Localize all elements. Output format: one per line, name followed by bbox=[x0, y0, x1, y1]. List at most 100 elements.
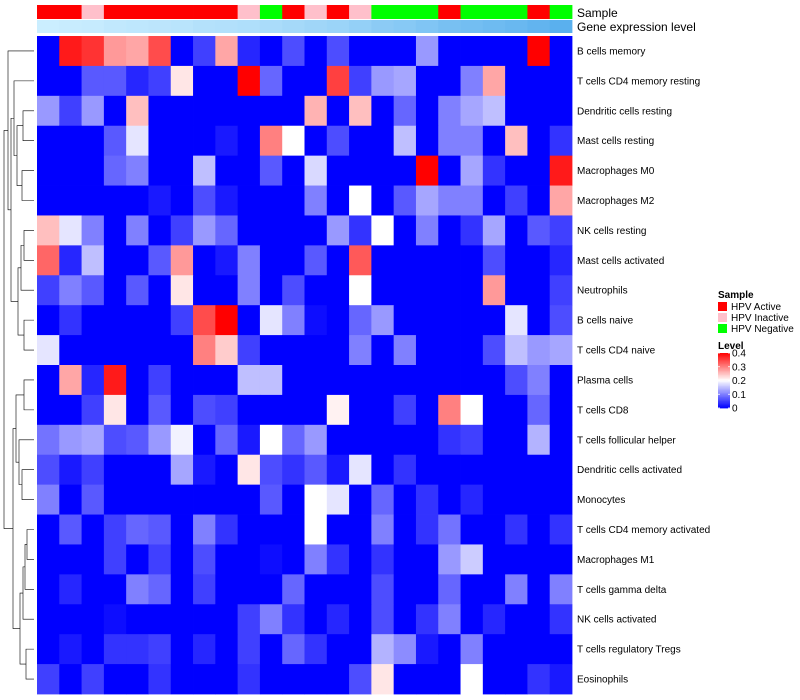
dendrogram-branch bbox=[22, 566, 34, 620]
row-label: Mast cells resting bbox=[577, 136, 654, 147]
heatmap-cell bbox=[438, 664, 461, 695]
heatmap-cell bbox=[215, 125, 239, 157]
heatmap-cell bbox=[326, 95, 350, 127]
heatmap-cell bbox=[393, 604, 417, 635]
heatmap-cell bbox=[282, 484, 305, 515]
row-label: Monocytes bbox=[577, 495, 625, 506]
heatmap-cell bbox=[415, 275, 439, 306]
heatmap-cell bbox=[148, 245, 172, 276]
heatmap-cell bbox=[460, 514, 484, 545]
heatmap-cell bbox=[482, 185, 506, 216]
heatmap-cell bbox=[527, 424, 551, 456]
heatmap-cell bbox=[59, 365, 82, 396]
heatmap-cell bbox=[349, 65, 372, 97]
heatmap-cell bbox=[170, 514, 194, 545]
heatmap-cell bbox=[393, 155, 417, 186]
heatmap-cell bbox=[415, 365, 439, 396]
heatmap-cell bbox=[438, 215, 461, 246]
heatmap-cell bbox=[259, 125, 283, 157]
heatmap-cell bbox=[505, 125, 528, 157]
sample-annotation-cell bbox=[415, 5, 439, 19]
sample-annotation-cell bbox=[527, 5, 551, 19]
heatmap-cell bbox=[81, 514, 105, 545]
heatmap-cell bbox=[326, 604, 350, 635]
sample-annotation-cell bbox=[393, 5, 417, 19]
heatmap-cell bbox=[349, 215, 372, 246]
heatmap-cell bbox=[59, 36, 82, 67]
heatmap-cell bbox=[527, 664, 551, 695]
heatmap-cell bbox=[393, 394, 417, 426]
heatmap-cell bbox=[304, 65, 328, 97]
heatmap-cell bbox=[304, 36, 328, 67]
row-label: T cells follicular helper bbox=[577, 435, 676, 446]
heatmap-cell bbox=[215, 335, 239, 366]
heatmap-cell bbox=[349, 365, 372, 396]
heatmap-cell bbox=[215, 484, 239, 515]
heatmap-cell bbox=[326, 125, 350, 157]
heatmap-cell bbox=[415, 574, 439, 605]
level-gradient-step bbox=[718, 406, 730, 409]
heatmap-cell bbox=[349, 574, 372, 605]
heatmap-cell bbox=[438, 514, 461, 545]
heatmap-cell bbox=[237, 155, 261, 186]
sample-annotation-cell bbox=[37, 5, 60, 19]
annotation-labels: Sample Gene expression level bbox=[577, 6, 696, 34]
heatmap-cell bbox=[304, 664, 328, 695]
expression-level-cell bbox=[170, 20, 194, 33]
sample-annotation-cell bbox=[460, 5, 484, 19]
heatmap-cell bbox=[326, 514, 350, 545]
heatmap-cell bbox=[282, 155, 305, 186]
heatmap-cell bbox=[215, 36, 239, 67]
heatmap-cell bbox=[148, 155, 172, 186]
expression-level-cell bbox=[103, 20, 127, 33]
heatmap-cell bbox=[103, 155, 127, 186]
heatmap-cell bbox=[460, 394, 484, 426]
sample-annotation-cell bbox=[193, 5, 216, 19]
legend-swatch bbox=[718, 313, 727, 322]
heatmap-cell bbox=[371, 245, 395, 276]
dendrogram-branch bbox=[24, 544, 34, 590]
heatmap-cell bbox=[259, 185, 283, 216]
heatmap-cell bbox=[527, 36, 551, 67]
heatmap-cell bbox=[371, 454, 395, 486]
heatmap-cell bbox=[549, 664, 573, 695]
heatmap-cell bbox=[215, 95, 239, 127]
heatmap-cell bbox=[193, 365, 216, 396]
heatmap-cell bbox=[460, 634, 484, 665]
heatmap-cell bbox=[505, 275, 528, 306]
heatmap-cell bbox=[349, 155, 372, 186]
sample-annotation-cell bbox=[438, 5, 461, 19]
heatmap-cell bbox=[393, 275, 417, 306]
heatmap-cell bbox=[37, 604, 60, 635]
level-tick-label: 0.4 bbox=[732, 349, 746, 360]
heatmap-cell bbox=[415, 36, 439, 67]
heatmap-cell bbox=[237, 185, 261, 216]
heatmap-cell bbox=[237, 305, 261, 336]
heatmap-cell bbox=[415, 514, 439, 545]
heatmap-cell bbox=[37, 36, 60, 67]
heatmap-cell bbox=[371, 394, 395, 426]
heatmap-cell bbox=[527, 514, 551, 545]
heatmap-cell bbox=[460, 245, 484, 276]
expression-level-cell bbox=[193, 20, 216, 33]
level-gradient-step bbox=[718, 364, 730, 366]
heatmap-cell bbox=[237, 544, 261, 575]
heatmap-cell bbox=[482, 394, 506, 426]
heatmap-cell bbox=[282, 95, 305, 127]
level-gradient-step bbox=[718, 405, 730, 408]
heatmap-cell bbox=[103, 335, 127, 366]
heatmap-cell bbox=[304, 275, 328, 306]
heatmap-cell bbox=[193, 215, 216, 246]
heatmap-cell bbox=[259, 65, 283, 97]
heatmap-cell bbox=[103, 95, 127, 127]
level-gradient-step bbox=[718, 359, 730, 362]
heatmap-cell bbox=[237, 634, 261, 665]
heatmap-cell bbox=[415, 215, 439, 246]
heatmap-cell bbox=[37, 95, 60, 127]
heatmap-cell bbox=[170, 65, 194, 97]
dendrogram-branch bbox=[20, 245, 34, 291]
heatmap-cell bbox=[126, 514, 149, 545]
row-label: Dendritic cells activated bbox=[577, 465, 682, 476]
heatmap-cell bbox=[81, 185, 105, 216]
heatmap-cell bbox=[326, 215, 350, 246]
